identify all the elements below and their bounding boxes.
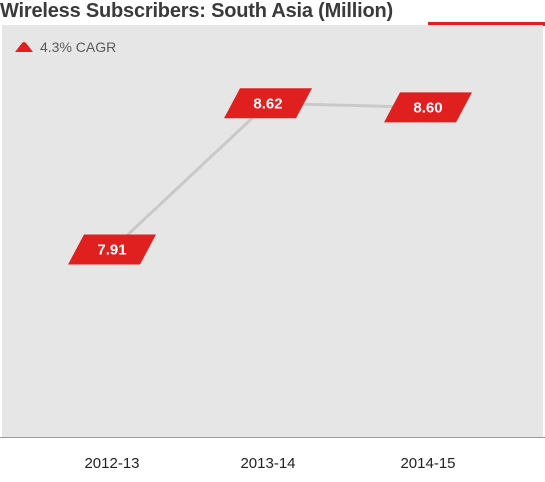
data-marker xyxy=(384,92,472,123)
cagr-label: 4.3% CAGR xyxy=(40,39,117,55)
cagr-legend: 4.3% CAGR xyxy=(14,39,116,55)
x-tick-label: 2013-14 xyxy=(240,455,295,472)
x-tick-label: 2012-13 xyxy=(84,455,139,472)
x-axis-line xyxy=(0,437,545,438)
data-marker xyxy=(224,88,312,119)
triangle-up-icon xyxy=(15,42,33,52)
x-tick-label: 2014-15 xyxy=(400,455,455,472)
series-line xyxy=(110,101,429,251)
data-label: 7.91 xyxy=(97,242,126,259)
data-marker xyxy=(68,234,156,265)
data-point-2013-14: 8.62 xyxy=(224,88,312,119)
title-accent-bar xyxy=(428,22,545,26)
data-label: 8.60 xyxy=(413,99,442,116)
data-label: 8.62 xyxy=(253,95,282,112)
data-point-2014-15: 8.60 xyxy=(384,92,472,123)
chart-title: Wireless Subscribers: South Asia (Millio… xyxy=(0,0,393,22)
data-point-2012-13: 7.91 xyxy=(68,234,156,265)
